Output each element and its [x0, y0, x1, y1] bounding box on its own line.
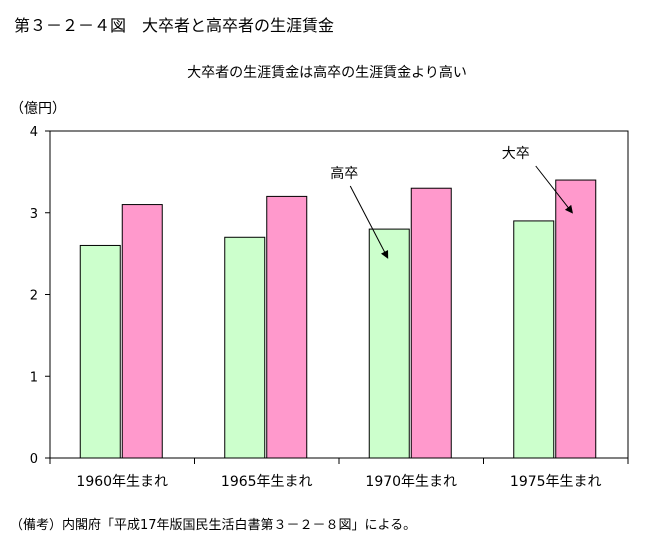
- x-category-label: 1960年生まれ: [76, 474, 168, 490]
- y-tick-label: 4: [30, 125, 38, 140]
- chart-title: 大卒者の生涯賃金は高卒の生涯賃金より高い: [187, 65, 467, 81]
- bar-kousotsu: [368, 228, 410, 459]
- y-axis-unit-label: （億円）: [10, 101, 66, 117]
- annotation-label: 高卒: [330, 165, 358, 182]
- y-tick-label: 0: [30, 452, 38, 467]
- annotation-label: 大卒: [502, 146, 530, 162]
- bar-daisotsu: [121, 204, 163, 459]
- bar-kousotsu: [513, 220, 555, 459]
- y-tick-label: 2: [30, 289, 38, 304]
- bar-daisotsu: [410, 187, 452, 459]
- y-tick-label: 1: [30, 370, 38, 385]
- bar-daisotsu: [555, 179, 597, 459]
- figure-title: 第３－２－４図 大卒者と高卒者の生涯賃金: [14, 16, 335, 35]
- source-note: （備考）内閣府「平成17年版国民生活白書第３－２－８図」による。: [10, 518, 417, 533]
- x-category-label: 1965年生まれ: [221, 474, 313, 490]
- bar-kousotsu: [79, 244, 121, 459]
- bar-daisotsu: [266, 195, 308, 459]
- y-tick-label: 3: [30, 207, 38, 222]
- x-category-label: 1970年生まれ: [365, 474, 457, 490]
- bar-kousotsu: [224, 236, 266, 459]
- annotation-arrow: [349, 185, 389, 259]
- x-category-label: 1975年生まれ: [510, 474, 602, 490]
- annotation-arrow: [535, 165, 573, 214]
